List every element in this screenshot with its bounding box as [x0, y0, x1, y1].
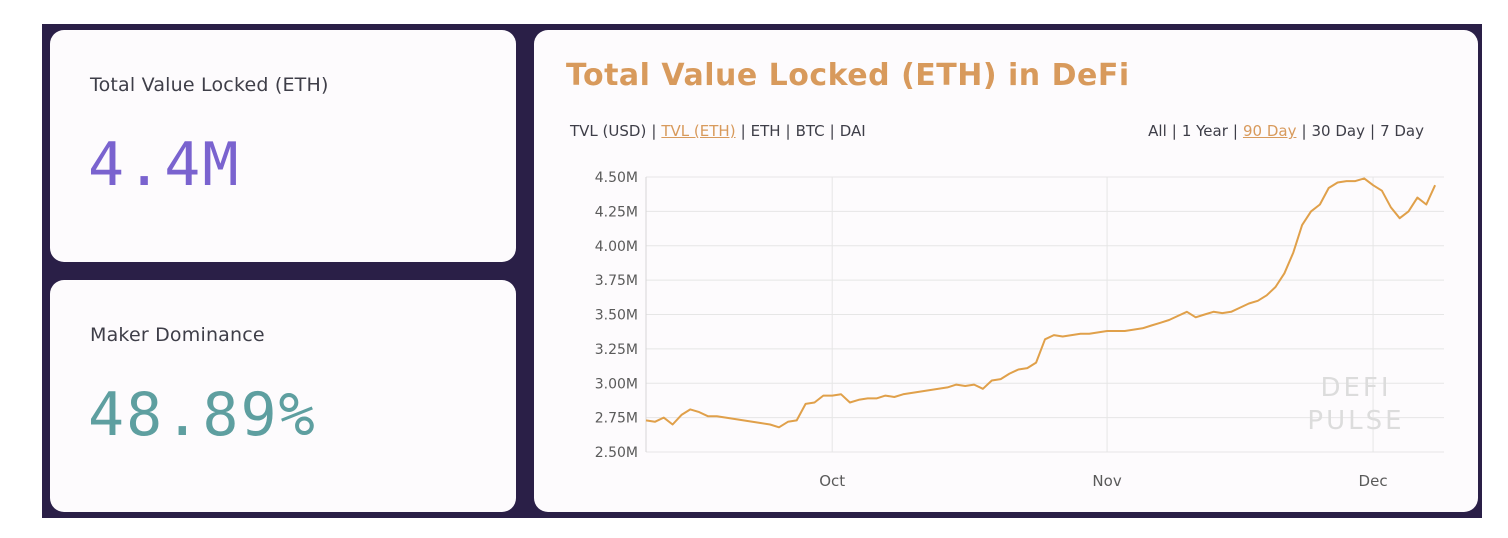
metric-option-tvl-usd[interactable]: TVL (USD)	[570, 122, 647, 140]
y-tick-label: 4.50M	[595, 170, 638, 186]
y-tick-label: 3.75M	[595, 273, 638, 289]
metric-option-tvl-eth[interactable]: TVL (ETH)	[661, 122, 736, 140]
separator: |	[1370, 122, 1376, 140]
metric-option-btc[interactable]: BTC	[795, 122, 825, 140]
y-tick-label: 3.00M	[595, 376, 638, 392]
range-selector: All | 1 Year | 90 Day | 30 Day | 7 Day	[1148, 122, 1424, 140]
x-tick-label: Dec	[1359, 472, 1388, 490]
tvl-stat-value: 4.4M	[88, 130, 241, 200]
range-option-30-day[interactable]: 30 Day	[1311, 122, 1365, 140]
tvl-chart-card: Total Value Locked (ETH) in DeFi TVL (US…	[534, 30, 1478, 512]
range-option-7-day[interactable]: 7 Day	[1380, 122, 1424, 140]
range-option-all[interactable]: All	[1148, 122, 1167, 140]
separator: |	[1232, 122, 1238, 140]
separator: |	[1171, 122, 1177, 140]
separator: |	[1301, 122, 1307, 140]
y-tick-label: 2.50M	[595, 445, 638, 461]
x-tick-label: Oct	[819, 472, 845, 490]
maker-dominance-label: Maker Dominance	[90, 324, 265, 346]
chart-title: Total Value Locked (ETH) in DeFi	[566, 58, 1130, 93]
tvl-line-chart: 2.50M 2.75M 3.00M 3.25M 3.50M 3.75M 4.00M 4.25M…	[595, 170, 1444, 490]
tvl-stat-card: Total Value Locked (ETH) 4.4M	[50, 30, 516, 262]
separator: |	[785, 122, 791, 140]
chart-axes: 2.50M 2.75M 3.00M 3.25M 3.50M 3.75M 4.00M 4.25M…	[595, 170, 1388, 490]
maker-dominance-card: Maker Dominance 48.89%	[50, 280, 516, 512]
tvl-stat-label: Total Value Locked (ETH)	[90, 74, 329, 96]
x-tick-label: Nov	[1092, 472, 1121, 490]
tvl-eth-series-line	[645, 177, 1437, 429]
separator: |	[829, 122, 835, 140]
separator: |	[651, 122, 657, 140]
y-tick-label: 3.25M	[595, 342, 638, 358]
chart-grid	[646, 176, 1444, 453]
y-tick-label: 4.00M	[595, 239, 638, 255]
range-option-90-day[interactable]: 90 Day	[1242, 122, 1297, 140]
range-option-1-year[interactable]: 1 Year	[1181, 122, 1228, 140]
y-tick-label: 3.50M	[595, 308, 638, 324]
chart-series	[645, 177, 1437, 429]
maker-dominance-value: 48.89%	[88, 380, 317, 450]
metric-selector: TVL (USD) | TVL (ETH) | ETH | BTC | DAI	[570, 122, 866, 140]
watermark-defi: DEFI	[1320, 373, 1391, 403]
watermark-pulse: PULSE	[1307, 406, 1404, 436]
metric-option-dai[interactable]: DAI	[839, 122, 866, 140]
y-tick-label: 4.25M	[595, 204, 638, 220]
metric-option-eth[interactable]: ETH	[750, 122, 781, 140]
y-tick-label: 2.75M	[595, 411, 638, 427]
separator: |	[740, 122, 746, 140]
